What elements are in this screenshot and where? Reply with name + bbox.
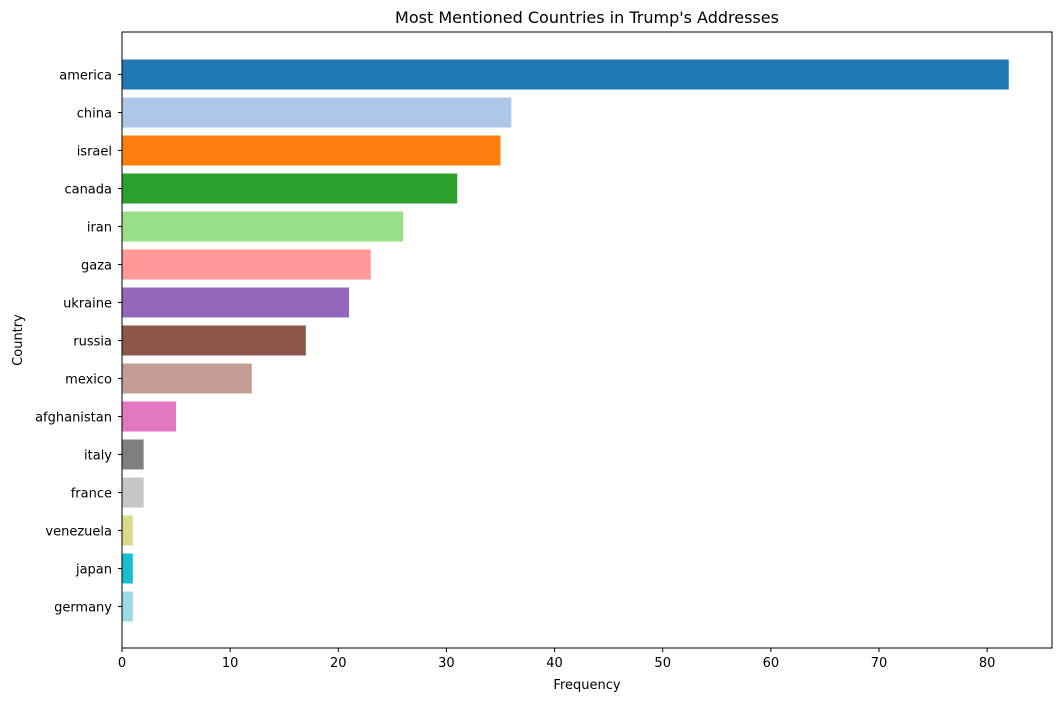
x-tick-label-70: 70 xyxy=(871,656,888,671)
x-tick-label-10: 10 xyxy=(222,656,239,671)
bar-russia xyxy=(122,325,306,356)
chart-title: Most Mentioned Countries in Trump's Addr… xyxy=(395,8,779,27)
y-axis-ticks: america china israel canada iran gaza ukraine r… xyxy=(35,69,122,616)
y-tick-label-italy: italy xyxy=(84,449,112,464)
bar-israel xyxy=(122,135,501,166)
bar-america xyxy=(122,59,1009,90)
y-tick-label-israel: israel xyxy=(77,145,112,160)
bars-group xyxy=(122,59,1009,622)
bar-ukraine xyxy=(122,287,350,318)
y-tick-label-gaza: gaza xyxy=(81,259,112,274)
bar-japan xyxy=(122,553,133,584)
y-axis-label: Country xyxy=(11,314,26,366)
y-tick-label-china: china xyxy=(77,107,112,122)
bar-canada xyxy=(122,173,458,204)
bar-italy xyxy=(122,439,144,470)
y-tick-label-america: america xyxy=(59,69,112,84)
y-tick-label-venezuela: venezuela xyxy=(45,525,112,540)
bar-iran xyxy=(122,211,404,242)
x-tick-label-20: 20 xyxy=(330,656,347,671)
y-tick-label-russia: russia xyxy=(73,335,112,350)
y-tick-label-ukraine: ukraine xyxy=(63,297,112,312)
bar-germany xyxy=(122,591,133,622)
bar-venezuela xyxy=(122,515,133,546)
x-axis-label: Frequency xyxy=(553,678,620,693)
x-tick-label-30: 30 xyxy=(438,656,455,671)
y-tick-label-afghanistan: afghanistan xyxy=(35,411,112,426)
y-tick-label-mexico: mexico xyxy=(65,373,112,388)
x-axis-ticks: 0 10 20 30 40 50 60 70 80 xyxy=(118,648,996,671)
x-tick-label-80: 80 xyxy=(979,656,996,671)
bar-china xyxy=(122,97,512,128)
y-tick-label-germany: germany xyxy=(54,601,112,616)
bar-afghanistan xyxy=(122,401,177,432)
plot-frame xyxy=(121,31,1053,649)
x-tick-label-50: 50 xyxy=(654,656,671,671)
y-tick-label-japan: japan xyxy=(75,563,112,578)
bar-mexico xyxy=(122,363,252,394)
x-tick-label-40: 40 xyxy=(546,656,563,671)
bar-gaza xyxy=(122,249,371,280)
bar-france xyxy=(122,477,144,508)
y-tick-label-france: france xyxy=(71,487,112,502)
y-tick-label-canada: canada xyxy=(64,183,112,198)
y-tick-label-iran: iran xyxy=(87,221,112,236)
x-tick-label-60: 60 xyxy=(763,656,780,671)
x-tick-label-0: 0 xyxy=(118,656,126,671)
